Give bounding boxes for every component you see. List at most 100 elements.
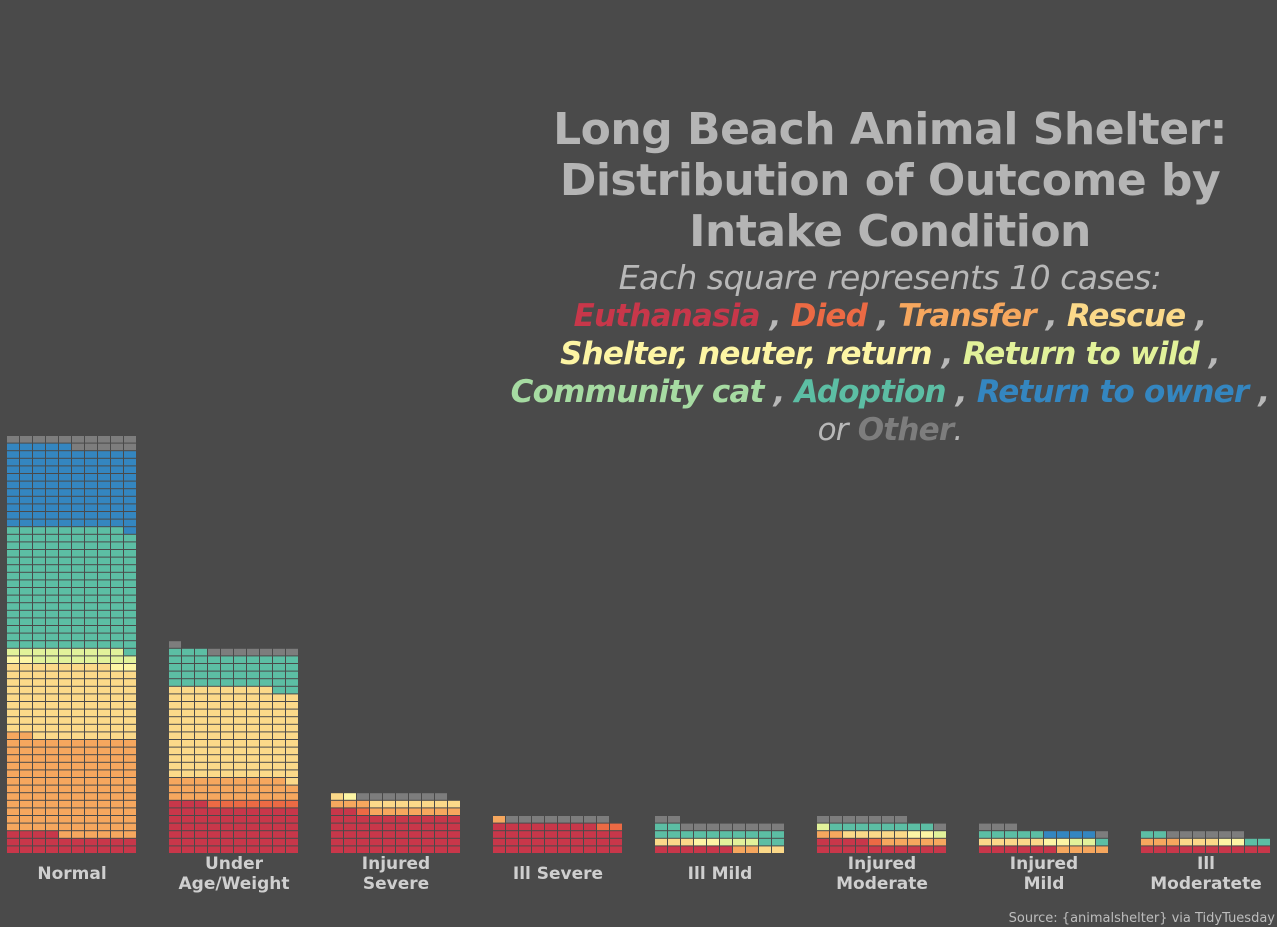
waffle-square [124,512,136,519]
waffle-square [286,694,298,701]
waffle-square [72,565,84,572]
waffle-square [124,633,136,641]
waffle-square [247,831,259,838]
waffle-square [111,656,123,663]
waffle-square [98,496,110,504]
waffle-square [286,732,298,739]
waffle-square [85,793,97,800]
waffle-square [111,542,123,549]
waffle-square [383,823,395,831]
waffle-square [493,838,505,846]
waffle-square [221,709,233,717]
waffle-square [85,466,97,473]
waffle-square [843,831,855,838]
waffle-square [895,823,907,831]
waffle-square [234,702,246,709]
waffle-square [182,838,194,846]
waffle-square [195,709,207,717]
waffle-square [169,732,181,739]
waffle-square [59,565,71,572]
waffle-square [273,686,285,694]
waffle-square [124,732,136,739]
waffle-square [20,702,32,709]
waffle-square [111,443,123,451]
waffle-square [273,770,285,777]
waffle-square [908,823,920,831]
waffle-square [98,785,110,793]
waffle-square [195,793,207,800]
waffle-square [759,838,771,846]
waffle-square [111,823,123,831]
waffle-square [1219,831,1231,838]
waffle-square [221,717,233,724]
waffle-square [98,770,110,777]
waffle-square [72,436,84,443]
waffle-square [357,846,369,853]
waffle-square [33,496,45,504]
waffle-square [169,793,181,800]
waffle-square [124,603,136,610]
waffle-square [1154,838,1166,846]
waffle-square [532,838,544,846]
waffle-square [234,793,246,800]
waffle-square [59,496,71,504]
waffle-square [46,816,58,823]
waffle-square [273,694,285,701]
waffle-square [435,793,447,800]
waffle-square [111,694,123,701]
waffle-square [370,823,382,831]
waffle-square [694,838,706,846]
waffle-square [422,838,434,846]
waffle-square [33,458,45,466]
waffle-square [72,732,84,739]
waffle-square [111,846,123,853]
waffle-square [20,504,32,511]
waffle-square [33,846,45,853]
waffle-square [260,800,272,808]
waffle-square [182,702,194,709]
waffle-square [111,838,123,846]
waffle-square [344,838,356,846]
waffle-square [124,489,136,496]
waffle-square [1206,846,1218,853]
legend-transfer: Transfer [898,298,1037,334]
waffle-square [422,793,434,800]
waffle-square [286,800,298,808]
waffle-square [247,702,259,709]
waffle-square [448,846,460,853]
waffle-group-1 [169,641,298,853]
waffle-square [234,732,246,739]
waffle-square [759,846,771,853]
waffle-square [571,838,583,846]
waffle-square [72,648,84,656]
waffle-square [169,770,181,777]
waffle-square [286,656,298,663]
waffle-square [20,519,32,527]
waffle-square [46,709,58,717]
waffle-square [409,808,421,815]
waffle-square [273,656,285,663]
waffle-square [273,664,285,671]
waffle-square [72,778,84,785]
waffle-square [85,816,97,823]
waffle-square [98,747,110,755]
waffle-square [85,603,97,610]
waffle-square [20,481,32,489]
waffle-square [182,664,194,671]
waffle-square [273,823,285,831]
waffle-square [558,831,570,838]
waffle-square [7,762,19,770]
waffle-square [59,694,71,701]
waffle-square [20,664,32,671]
waffle-square [344,816,356,823]
waffle-square [46,512,58,519]
waffle-square [979,846,991,853]
waffle-square [979,838,991,846]
waffle-square [33,519,45,527]
waffle-square [396,831,408,838]
waffle-square [33,542,45,549]
waffle-square [182,846,194,853]
waffle-square [830,816,842,823]
waffle-square [668,838,680,846]
waffle-square [59,648,71,656]
